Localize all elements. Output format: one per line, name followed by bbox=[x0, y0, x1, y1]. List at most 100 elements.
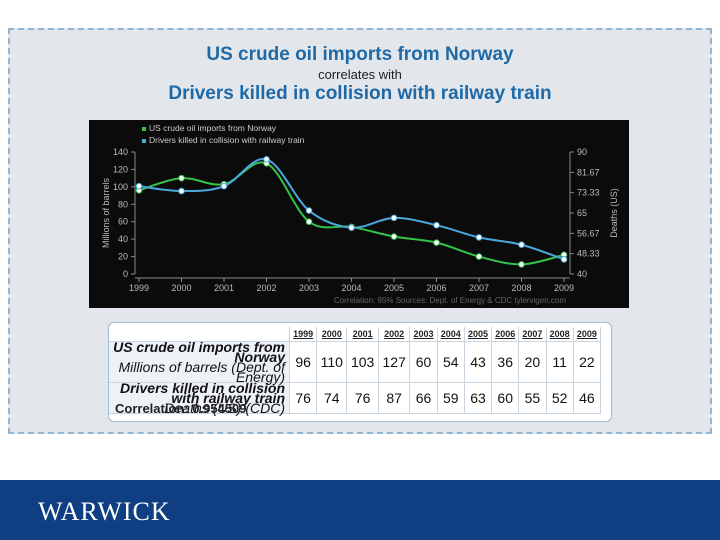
year-header-text: 2003 bbox=[413, 329, 434, 339]
x-tick-label: 2007 bbox=[469, 283, 489, 293]
header-corner bbox=[109, 327, 290, 342]
data-point-0 bbox=[305, 218, 313, 226]
left-tick-label: 0 bbox=[123, 269, 128, 279]
table-cell: 74 bbox=[316, 382, 348, 414]
year-header: 2001 bbox=[346, 327, 379, 342]
year-header: 1999 bbox=[289, 327, 318, 342]
table-cell: 110 bbox=[316, 341, 348, 383]
x-tick-label: 1999 bbox=[129, 283, 149, 293]
year-header-text: 2001 bbox=[352, 329, 373, 339]
year-header: 2009 bbox=[573, 327, 602, 342]
table-cell: 36 bbox=[491, 341, 520, 383]
chart-background bbox=[89, 120, 629, 308]
data-point-1 bbox=[560, 256, 568, 263]
legend-label: Drivers killed in collision with railway… bbox=[149, 135, 305, 145]
year-header: 2006 bbox=[491, 327, 520, 342]
year-header: 2000 bbox=[316, 327, 348, 342]
x-tick-label: 2002 bbox=[256, 283, 276, 293]
year-header-text: 2004 bbox=[440, 329, 461, 339]
table-cell: 52 bbox=[546, 382, 574, 414]
row-label: US crude oil imports from Norway Million… bbox=[109, 340, 290, 384]
legend-marker bbox=[142, 139, 146, 143]
table-cell: 11 bbox=[546, 341, 574, 383]
table-cell: 46 bbox=[573, 382, 602, 414]
right-tick-label: 56.67 bbox=[577, 228, 600, 238]
table-cell: 96 bbox=[289, 341, 318, 383]
left-tick-label: 140 bbox=[113, 147, 128, 157]
year-header: 2005 bbox=[464, 327, 493, 342]
y-axis-label-left: Millions of barrels bbox=[101, 177, 111, 248]
table-cell: 76 bbox=[289, 382, 318, 414]
data-point-0 bbox=[518, 261, 525, 268]
data-point-1 bbox=[178, 187, 185, 195]
left-tick-label: 40 bbox=[118, 234, 128, 244]
data-point-1 bbox=[475, 234, 483, 241]
year-header: 2002 bbox=[378, 327, 411, 342]
row-label: Drivers killed in collision with railway… bbox=[109, 380, 290, 416]
year-header-row: 1999 2000 2001 2002 2003 2004 2005 2006 2007 2008… bbox=[109, 327, 602, 342]
footer-bar bbox=[0, 480, 720, 540]
table-cell: 55 bbox=[518, 382, 547, 414]
table-cell: 54 bbox=[437, 341, 465, 383]
right-tick-label: 73.33 bbox=[577, 188, 600, 198]
year-header-text: 2009 bbox=[576, 329, 597, 339]
table-cell: 103 bbox=[346, 341, 379, 383]
table-row-oil: US crude oil imports from Norway Million… bbox=[109, 340, 602, 384]
data-point-1 bbox=[390, 214, 398, 222]
table-cell: 59 bbox=[437, 382, 465, 414]
x-tick-label: 2000 bbox=[171, 283, 191, 293]
x-tick-label: 2004 bbox=[341, 283, 361, 293]
data-point-0 bbox=[433, 239, 440, 246]
title-line-2: correlates with bbox=[318, 67, 402, 82]
data-point-0 bbox=[390, 233, 398, 240]
table-cell: 60 bbox=[491, 382, 520, 414]
table-cell: 87 bbox=[378, 382, 411, 414]
row-label-sub: Deaths (US) (CDC) bbox=[164, 400, 285, 416]
line-chart: 0 20 40 60 80 100 120 140 40 48.33 56.67 65 73.33 81.… bbox=[89, 120, 629, 308]
x-tick-label: 2001 bbox=[214, 283, 234, 293]
table-cell: 76 bbox=[346, 382, 379, 414]
year-header: 2003 bbox=[409, 327, 438, 342]
x-tick-label: 2006 bbox=[426, 283, 446, 293]
data-point-0 bbox=[178, 174, 185, 182]
x-tick-label: 2005 bbox=[384, 283, 404, 293]
data-point-1 bbox=[305, 207, 313, 214]
year-header-text: 2008 bbox=[549, 329, 570, 339]
table-cell: 60 bbox=[409, 341, 438, 383]
year-header-text: 2000 bbox=[321, 329, 342, 339]
data-point-0 bbox=[475, 253, 483, 260]
x-tick-label: 2008 bbox=[511, 283, 531, 293]
year-header-text: 2007 bbox=[522, 329, 543, 339]
title-line-3: Drivers killed in collision with railway… bbox=[168, 83, 552, 104]
title-line-1: US crude oil imports from Norway bbox=[206, 44, 514, 65]
x-tick-label: 2009 bbox=[554, 283, 574, 293]
table-cell: 20 bbox=[518, 341, 547, 383]
table-cell: 127 bbox=[378, 341, 411, 383]
right-tick-label: 81.67 bbox=[577, 167, 600, 177]
table-row-deaths: Drivers killed in collision with railway… bbox=[109, 380, 602, 416]
y-axis-label-right: Deaths (US) bbox=[609, 188, 619, 238]
row-label-main: Drivers killed in collision with railway… bbox=[120, 380, 285, 406]
left-tick-label: 20 bbox=[118, 252, 128, 262]
left-tick-label: 80 bbox=[118, 199, 128, 209]
year-header-text: 2002 bbox=[384, 329, 405, 339]
left-tick-label: 100 bbox=[113, 182, 128, 192]
year-header-text: 2006 bbox=[495, 329, 516, 339]
left-tick-label: 60 bbox=[118, 217, 128, 227]
right-tick-label: 65 bbox=[577, 208, 587, 218]
right-tick-label: 48.33 bbox=[577, 249, 600, 259]
right-tick-label: 90 bbox=[577, 147, 587, 157]
data-point-1 bbox=[433, 221, 440, 229]
year-header: 2007 bbox=[518, 327, 547, 342]
x-tick-label: 2003 bbox=[299, 283, 319, 293]
year-header: 2008 bbox=[546, 327, 574, 342]
warwick-logo: WARWICK bbox=[38, 497, 171, 526]
correlation-text: Correlation: 0.954509 bbox=[115, 401, 247, 416]
table-cell: 43 bbox=[464, 341, 493, 383]
table-cell: 22 bbox=[573, 341, 602, 383]
year-header-text: 1999 bbox=[293, 329, 314, 339]
data-point-1 bbox=[135, 182, 143, 190]
data-point-1 bbox=[263, 156, 270, 163]
year-header-text: 2005 bbox=[467, 329, 488, 339]
legend-marker bbox=[142, 127, 146, 131]
